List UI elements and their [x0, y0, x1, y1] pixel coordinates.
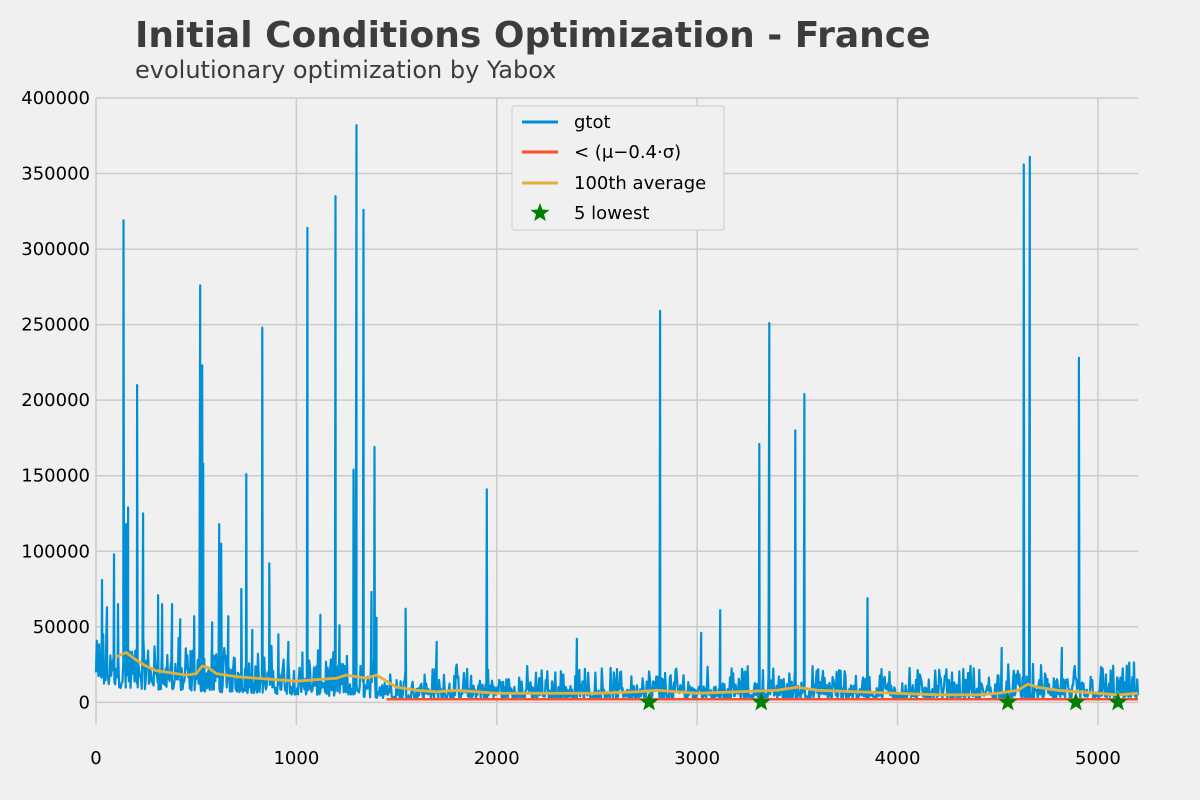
legend-box	[511, 105, 725, 231]
legend: gtot < (μ−0.4·σ) 100th average 5 lowest	[511, 105, 725, 231]
y-tick-label: 100000	[21, 541, 90, 562]
x-tick-label: 0	[90, 748, 101, 769]
x-tick-label: 5000	[1075, 748, 1121, 769]
y-tick-label: 350000	[21, 164, 90, 185]
lowest-point-star	[1108, 692, 1128, 711]
grid	[95, 97, 1138, 725]
legend-label-threshold: < (μ−0.4·σ)	[574, 142, 681, 163]
lowest-point-star	[639, 692, 659, 711]
y-tick-label: 200000	[21, 390, 90, 411]
y-tick-label: 300000	[21, 239, 90, 260]
x-tick-label: 3000	[674, 748, 720, 769]
y-tick-label: 400000	[21, 88, 90, 109]
x-tick-label: 4000	[875, 748, 921, 769]
series-line-average	[115, 650, 1139, 697]
legend-swatch-lowest	[530, 203, 550, 222]
y-tick-label: 250000	[21, 315, 90, 336]
legend-label-average: 100th average	[574, 173, 706, 194]
chart-title: Initial Conditions Optimization - France	[135, 15, 931, 56]
y-tick-label: 0	[79, 692, 90, 713]
x-axis: 0 1000 2000 3000 4000 5000	[90, 748, 1121, 769]
lowest-point-star	[751, 692, 771, 711]
lowest-point-star	[998, 692, 1018, 711]
y-axis: 0 50000 100000 150000 200000 250000 300000 3500…	[21, 88, 90, 713]
legend-label-lowest: 5 lowest	[574, 203, 649, 224]
lowest-point-star	[1066, 692, 1086, 711]
x-tick-label: 2000	[474, 748, 520, 769]
plot-area	[94, 124, 1140, 711]
chart-subtitle: evolutionary optimization by Yabox	[135, 56, 556, 84]
y-tick-label: 50000	[33, 617, 90, 638]
x-tick-label: 1000	[273, 748, 319, 769]
y-tick-label: 150000	[21, 466, 90, 487]
legend-label-gtot: gtot	[574, 112, 611, 133]
